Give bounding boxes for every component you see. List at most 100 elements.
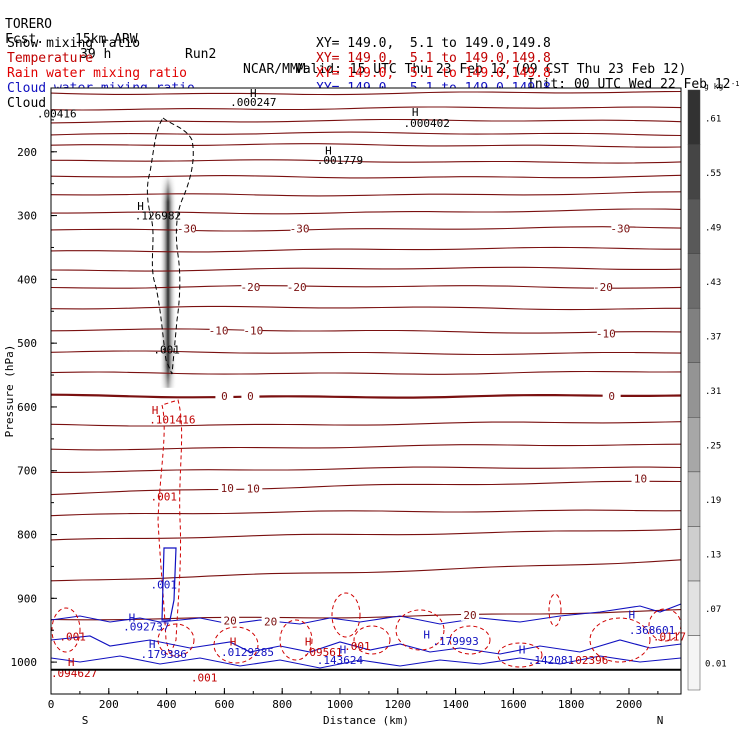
maximum-value-label: .001 (153, 344, 180, 357)
isotherm (50, 443, 682, 451)
y-tick-label: 800 (17, 529, 37, 542)
maximum-value-label: .001 (191, 671, 218, 684)
colorbar-tick-label: .43 (705, 278, 721, 288)
label-knockout (593, 282, 612, 294)
plot-border (50, 87, 682, 695)
maximum-marker: H (412, 106, 419, 119)
header-line-2: Fcst. 39 h Valid: 15 UTC Thu 23 Feb 12 (… (5, 17, 737, 77)
label-knockout (177, 223, 196, 235)
maximum-marker: H (325, 145, 332, 158)
colorbar-bin (687, 417, 701, 473)
maximum-marker: H (519, 643, 526, 656)
rain-water-contour (548, 593, 562, 627)
maximum-value-label: .179993 (432, 635, 478, 648)
colorbar-tick-label: .31 (705, 387, 721, 397)
colorbar-bin (687, 198, 701, 254)
label-knockout (611, 223, 630, 235)
isotherm-label: 0 (221, 390, 228, 403)
field-name: Temperature (7, 51, 94, 66)
rain-water-contour (213, 626, 259, 664)
maximum-value-label: .0129285 (221, 646, 274, 659)
maximum-value-label: .101416 (149, 414, 195, 427)
x-endpoint-left: S (82, 714, 89, 727)
isotherm-label: -10 (243, 324, 263, 337)
x-tick-label: 1800 (558, 698, 585, 711)
x-tick-label: 200 (99, 698, 119, 711)
isotherm (50, 609, 682, 621)
maximum-marker: H (137, 200, 144, 213)
rain-water-contour (157, 623, 195, 657)
label-knockout (218, 482, 237, 494)
label-knockout (244, 325, 263, 337)
colorbar-tick-label: .37 (705, 332, 721, 342)
x-tick-label: 400 (157, 698, 177, 711)
isotherm (50, 266, 682, 272)
maximum-marker: H (149, 638, 156, 651)
isotherm (50, 226, 682, 232)
org-label: NCAR/MMM (243, 62, 306, 77)
label-knockout (290, 223, 309, 235)
maximum-marker: H (629, 608, 636, 621)
label-knockout (596, 328, 615, 340)
colorbar-unit: g kg (704, 82, 723, 91)
colorbar-tick-label: .07 (705, 605, 721, 615)
colorbar-tick-label: .25 (705, 442, 721, 452)
isotherm (51, 208, 682, 215)
colorbar-bin (687, 526, 701, 582)
isotherm-label: -30 (290, 222, 310, 235)
y-tick-label: 1000 (11, 656, 38, 669)
isotherm (50, 118, 682, 124)
isotherm (50, 328, 682, 334)
y-tick-label: 600 (17, 401, 37, 414)
forecast-hour: 39 h (80, 47, 112, 62)
isotherm-label: 0 (608, 390, 615, 403)
colorbar-bin (687, 307, 701, 363)
rain-water-contour (449, 625, 491, 655)
x-tick-label: 800 (272, 698, 292, 711)
rain-water-contour (497, 642, 543, 668)
isotherm (50, 421, 682, 427)
label-knockout (241, 391, 260, 403)
field-coords: XY= 149.0, 5.1 to 149.0,149.8 (316, 51, 551, 66)
model-resolution: 15km ARW (75, 32, 138, 47)
y-axis-label: Pressure (hPa) (3, 345, 16, 438)
label-knockout (461, 609, 480, 621)
isotherm-label: 20 (463, 609, 476, 622)
plot-frame (51, 88, 681, 694)
maximum-value-label: .001 (150, 578, 177, 591)
isotherm (50, 174, 682, 179)
isotherm-label: -10 (596, 328, 616, 341)
maximum-marker: H (230, 636, 237, 649)
label-knockout (261, 616, 280, 628)
colorbar-bin (687, 471, 701, 527)
isotherm (51, 466, 682, 473)
isotherm (50, 131, 682, 137)
isotherm (50, 528, 682, 541)
isotherm (50, 106, 682, 111)
maximum-value-label: .179386 (141, 648, 187, 661)
x-tick-label: 0 (48, 698, 55, 711)
model-name: TORERO (5, 17, 52, 32)
maximum-marker: H (68, 656, 75, 669)
x-tick-label: 1200 (385, 698, 412, 711)
isotherm (51, 159, 682, 164)
isotherm (50, 191, 682, 197)
snow-plume (159, 167, 177, 388)
colorbar-tick-label: .55 (705, 169, 721, 179)
isotherm (50, 350, 682, 356)
colorbar-bin (687, 635, 701, 691)
label-knockout (221, 615, 240, 627)
isotherm (50, 509, 682, 517)
maximum-marker: H (423, 629, 430, 642)
maximum-marker: H (129, 611, 136, 624)
isotherm (50, 480, 682, 496)
colorbar-tick-label: 0.01 (705, 660, 727, 670)
maximum-value-label: .001 (59, 631, 86, 644)
isotherm (50, 559, 682, 582)
x-tick-label: 1000 (327, 698, 354, 711)
isotherm-label: -30 (177, 222, 197, 235)
maximum-value-label: .001 (344, 640, 371, 653)
maximum-value-label: .000247 (230, 96, 276, 109)
